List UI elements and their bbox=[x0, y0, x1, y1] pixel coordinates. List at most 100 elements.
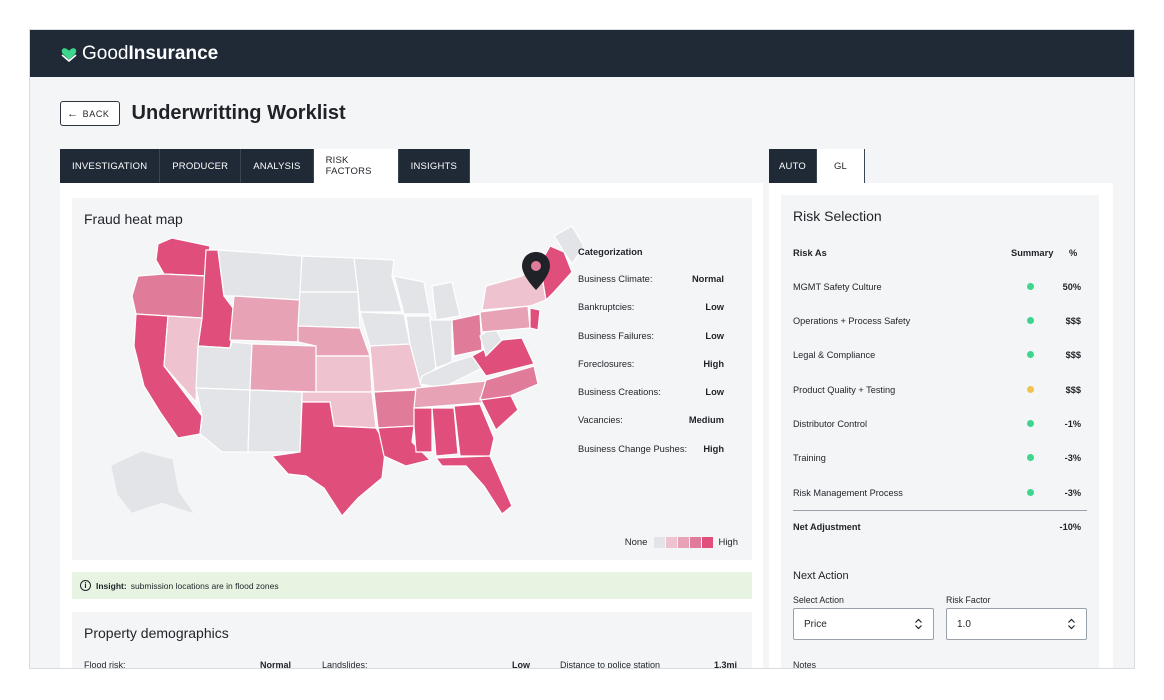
risk-value: $$$ bbox=[1065, 316, 1081, 326]
state-arkansas bbox=[373, 389, 419, 429]
category-row: Foreclosures: High bbox=[578, 359, 724, 387]
state-georgia bbox=[453, 403, 495, 457]
tab-auto[interactable]: AUTO bbox=[769, 149, 817, 183]
status-dot bbox=[1027, 283, 1034, 290]
heat-map-title: Fraud heat map bbox=[84, 211, 183, 227]
risk-name: Legal & Compliance bbox=[793, 350, 876, 360]
state-ohio bbox=[451, 313, 483, 357]
category-value: High bbox=[703, 358, 724, 369]
top-bar: Good Insurance bbox=[30, 30, 1134, 77]
category-value: Normal bbox=[691, 274, 724, 284]
state-washington bbox=[155, 237, 211, 277]
legend-low-label: None bbox=[624, 537, 648, 548]
risk-factor-value: 1.0 bbox=[957, 618, 971, 630]
legend-high-label: High bbox=[718, 537, 738, 548]
gl-panel: Risk Selection Risk As Summary % MGMT Sa… bbox=[769, 183, 1113, 668]
chevron-updown-icon bbox=[915, 618, 922, 630]
risk-row[interactable]: Legal & Compliance $$$ bbox=[793, 348, 1087, 362]
state-montana bbox=[217, 249, 303, 301]
risk-row[interactable]: MGMT Safety Culture 50% bbox=[793, 280, 1087, 294]
net-label: Net Adjustment bbox=[793, 522, 861, 532]
category-label: Business Climate: bbox=[578, 274, 653, 284]
logo-text-bold: Insurance bbox=[128, 42, 219, 64]
demo-label-police: Distance to police station bbox=[560, 660, 661, 669]
risk-name: Distributor Control bbox=[793, 419, 868, 429]
state-colorado bbox=[249, 343, 317, 393]
categorization-list: Categorization Business Climate: Normal B… bbox=[578, 247, 724, 472]
select-action-value: Price bbox=[804, 618, 827, 630]
category-label: Vacancies: bbox=[578, 415, 623, 426]
property-demographics-card: Property demographics bbox=[72, 612, 752, 668]
category-row: Business Change Pushes: High bbox=[578, 444, 724, 472]
risk-value: $$$ bbox=[1065, 385, 1081, 395]
select-action-dropdown[interactable]: Price bbox=[793, 608, 934, 640]
us-heat-map bbox=[111, 225, 582, 517]
categorization-title: Categorization bbox=[578, 247, 643, 257]
app-logo[interactable]: Good Insurance bbox=[60, 43, 218, 65]
category-row: Bankruptcies: Low bbox=[578, 302, 724, 330]
state-michigan bbox=[431, 281, 461, 321]
category-row: Vacancies: Medium bbox=[578, 415, 724, 443]
tab-insights[interactable]: INSIGHTS bbox=[398, 149, 471, 183]
legend-swatch bbox=[702, 537, 714, 548]
state-texas bbox=[270, 401, 387, 517]
title-bar: ← BACK Underwritting Worklist bbox=[60, 101, 346, 126]
location-pin-icon bbox=[522, 252, 550, 290]
tab-analysis[interactable]: ANALYSIS bbox=[241, 149, 314, 183]
state-alabama bbox=[431, 407, 459, 457]
state-north-dakota bbox=[299, 255, 359, 293]
risk-factor-dropdown[interactable]: 1.0 bbox=[946, 608, 1087, 640]
back-label: BACK bbox=[82, 108, 110, 119]
tab-risk-factors[interactable]: RISK FACTORS bbox=[313, 149, 399, 183]
risk-selection-title: Risk Selection bbox=[793, 208, 882, 224]
left-tab-bar: INVESTIGATION PRODUCER ANALYSIS RISK FAC… bbox=[60, 149, 471, 183]
risk-value: $$$ bbox=[1065, 350, 1081, 360]
state-new-jersey bbox=[529, 307, 541, 331]
state-alaska bbox=[111, 451, 194, 514]
pct-col-header: % bbox=[1069, 248, 1078, 258]
tab-gl[interactable]: GL bbox=[817, 149, 865, 183]
info-icon: i bbox=[80, 580, 91, 591]
category-value: Medium bbox=[688, 415, 724, 426]
state-kansas bbox=[315, 355, 373, 393]
risk-row[interactable]: Risk Management Process -3% bbox=[793, 486, 1087, 500]
risk-name: MGMT Safety Culture bbox=[793, 282, 882, 292]
risk-row[interactable]: Operations + Process Safety $$$ bbox=[793, 314, 1087, 328]
status-dot bbox=[1027, 489, 1034, 496]
tab-investigation[interactable]: INVESTIGATION bbox=[60, 149, 161, 183]
app-window: Good Insurance ← BACK Underwritting Workl… bbox=[29, 29, 1135, 669]
risk-row[interactable]: Training -3% bbox=[793, 451, 1087, 465]
insight-banner: i Insight: submission locations are in f… bbox=[72, 572, 752, 599]
chevron-updown-icon bbox=[1068, 618, 1075, 630]
net-adjustment-row: Net Adjustment -10% bbox=[793, 520, 1087, 534]
select-action-label: Select Action bbox=[793, 595, 844, 605]
page-title: Underwritting Worklist bbox=[131, 102, 346, 124]
risk-value: -1% bbox=[1064, 419, 1081, 429]
state-utah bbox=[195, 341, 253, 391]
tab-producer[interactable]: PRODUCER bbox=[160, 149, 242, 183]
risk-row[interactable]: Product Quality + Testing $$$ bbox=[793, 383, 1087, 397]
risk-row[interactable]: Distributor Control -1% bbox=[793, 417, 1087, 431]
state-minnesota bbox=[353, 257, 403, 313]
status-dot bbox=[1027, 454, 1034, 461]
status-dot bbox=[1027, 317, 1034, 324]
legend-swatch bbox=[690, 537, 702, 548]
logo-text-light: Good bbox=[82, 42, 129, 64]
insight-label: Insight: bbox=[96, 580, 127, 591]
back-button[interactable]: ← BACK bbox=[60, 101, 120, 126]
insight-text: submission locations are in flood zones bbox=[130, 580, 279, 591]
legend-swatch bbox=[678, 537, 690, 548]
risk-value: -3% bbox=[1064, 488, 1081, 498]
state-arizona bbox=[195, 387, 251, 453]
next-action-title: Next Action bbox=[793, 570, 849, 582]
risk-name: Product Quality + Testing bbox=[793, 385, 896, 395]
demo-value-landslides: Low bbox=[512, 660, 530, 669]
state-maine bbox=[553, 225, 582, 266]
state-wyoming bbox=[229, 295, 301, 343]
right-tab-bar: AUTO GL bbox=[769, 149, 865, 183]
state-oregon bbox=[131, 273, 207, 319]
category-row: Business Climate: Normal bbox=[578, 274, 724, 302]
category-label: Business Failures: bbox=[578, 330, 654, 341]
status-dot bbox=[1027, 351, 1034, 358]
category-label: Bankruptcies: bbox=[578, 302, 635, 313]
